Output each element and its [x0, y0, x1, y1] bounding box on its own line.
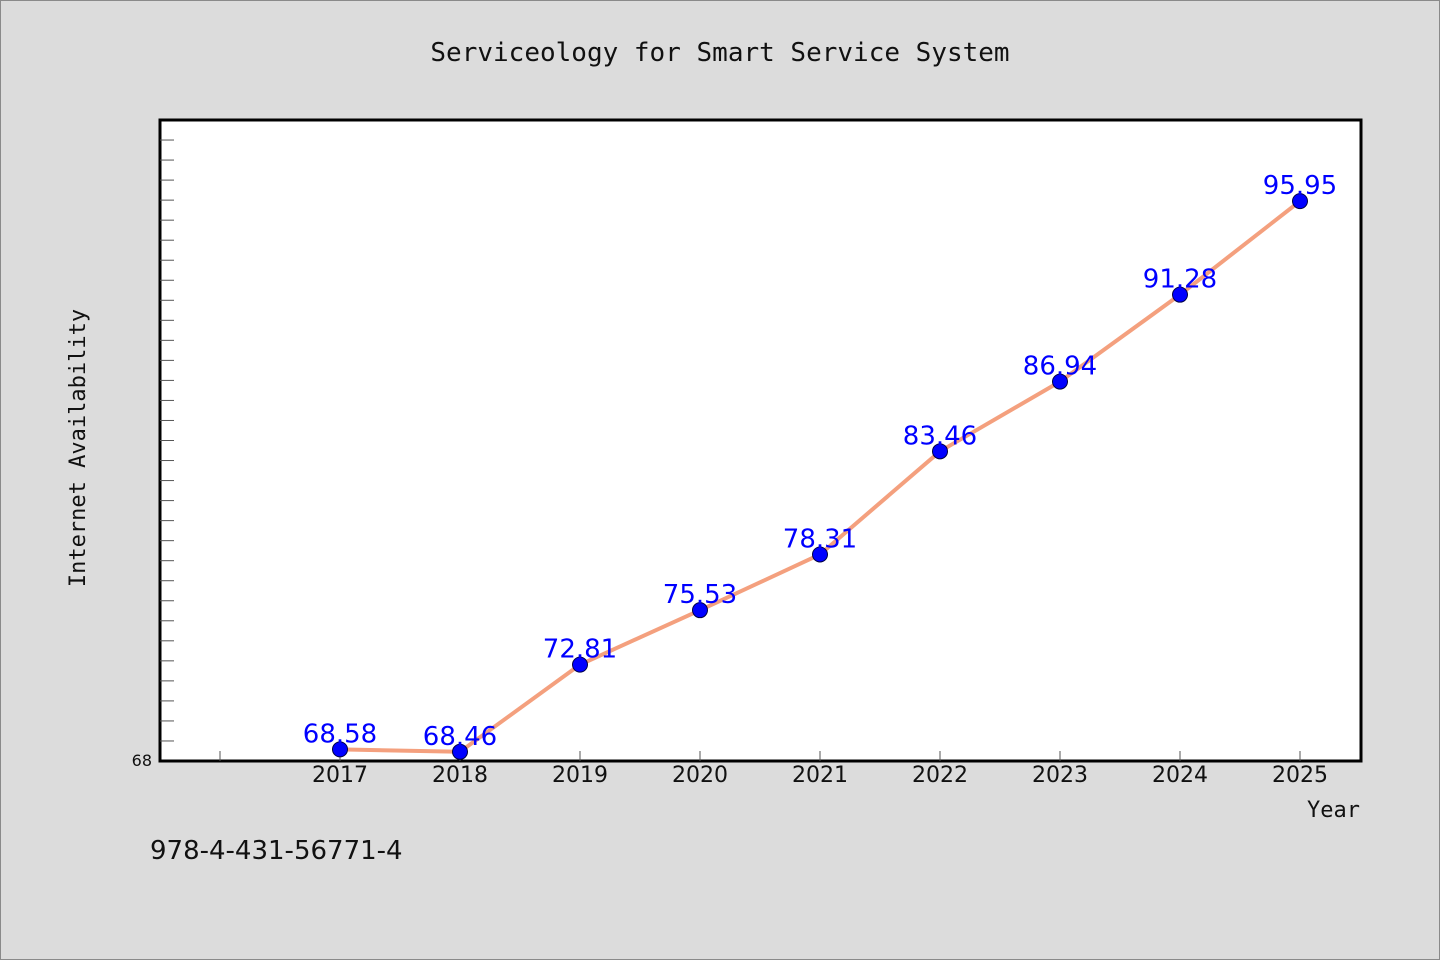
data-label: 95.95 — [1263, 171, 1337, 201]
data-point — [932, 443, 948, 460]
data-label: 75.53 — [663, 580, 737, 610]
x-tick-label: 2017 — [312, 763, 368, 788]
data-label: 68.58 — [303, 719, 377, 749]
x-tick-label: 2024 — [1152, 763, 1208, 788]
data-point — [572, 656, 588, 673]
x-axis-tick-labels: 2017 2018 2019 2020 2021 2022 2023 2024 2025 — [312, 763, 1328, 788]
chart-title: Serviceology for Smart Service System — [430, 38, 1009, 68]
x-tick-label: 2022 — [912, 763, 968, 788]
series-line-group: 68.58 68.46 72.81 75.53 78.31 83.46 86.94 91.28… — [303, 171, 1337, 760]
data-label: 91.28 — [1143, 265, 1217, 295]
plot-area — [158, 118, 1363, 763]
data-label: 68.46 — [423, 722, 497, 752]
x-tick-label: 2018 — [432, 763, 488, 788]
x-tick-label: 2021 — [792, 763, 848, 788]
y-axis-ticks — [160, 139, 174, 742]
y-tick-label: 68 — [132, 751, 152, 770]
x-axis-label: Year — [1307, 798, 1360, 823]
x-tick-label: 2020 — [672, 763, 728, 788]
data-label: 83.46 — [903, 421, 977, 451]
y-axis-label: Internet Availability — [66, 309, 91, 587]
isbn-text: 978-4-431-56771-4 — [150, 836, 403, 866]
x-tick-label: 2023 — [1032, 763, 1088, 788]
x-tick-label: 2025 — [1272, 763, 1328, 788]
data-label: 72.81 — [543, 635, 617, 665]
data-point — [332, 741, 348, 758]
data-point — [692, 602, 708, 619]
data-point — [452, 743, 468, 760]
data-label: 86.94 — [1023, 352, 1097, 382]
data-point — [1052, 373, 1068, 390]
data-label: 78.31 — [783, 524, 857, 554]
y-axis-tick-labels: 68 — [132, 751, 152, 770]
data-point — [1172, 286, 1188, 303]
data-point — [812, 546, 828, 563]
data-point — [1292, 193, 1308, 210]
x-tick-label: 2019 — [552, 763, 608, 788]
